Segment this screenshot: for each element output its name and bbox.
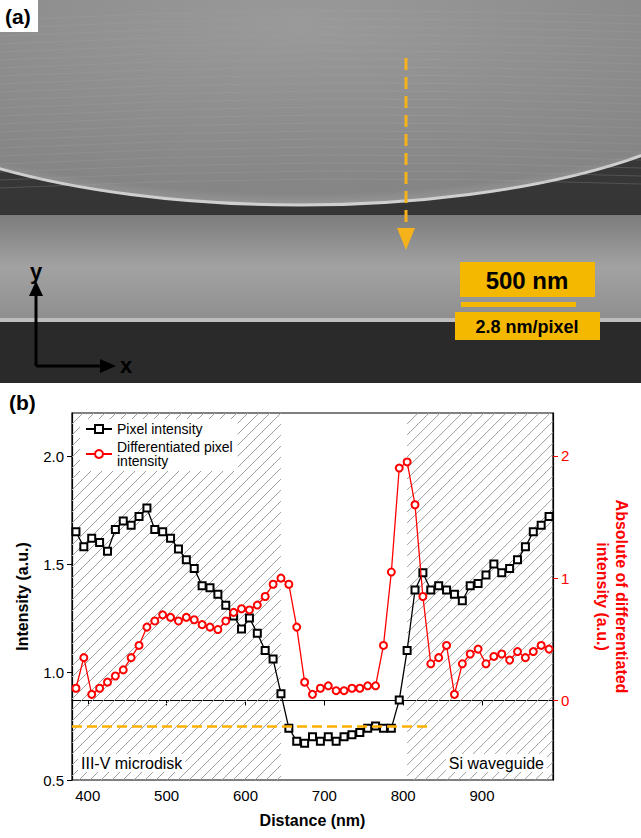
svg-text:(b): (b) <box>9 391 36 414</box>
svg-text:2.8 nm/pixel: 2.8 nm/pixel <box>475 317 578 337</box>
svg-text:(a): (a) <box>5 5 31 28</box>
svg-text:400: 400 <box>75 787 100 804</box>
svg-text:700: 700 <box>312 787 337 804</box>
svg-text:Intensity (a.u.): Intensity (a.u.) <box>14 542 31 650</box>
svg-text:500: 500 <box>154 787 179 804</box>
svg-text:x: x <box>120 353 133 378</box>
svg-text:intensity: intensity <box>117 453 168 469</box>
svg-text:900: 900 <box>470 787 495 804</box>
svg-text:600: 600 <box>233 787 258 804</box>
svg-text:intensity (a.u.): intensity (a.u.) <box>594 542 611 650</box>
svg-text:Distance (nm): Distance (nm) <box>260 812 366 829</box>
svg-text:1.5: 1.5 <box>43 556 64 573</box>
svg-text:1: 1 <box>561 570 569 587</box>
svg-text:2: 2 <box>561 447 569 464</box>
svg-text:Si waveguide: Si waveguide <box>449 755 544 772</box>
svg-text:2.0: 2.0 <box>43 448 64 465</box>
svg-text:0.5: 0.5 <box>43 772 64 789</box>
svg-text:1.0: 1.0 <box>43 664 64 681</box>
svg-text:Absolute of differentiated: Absolute of differentiated <box>613 500 630 694</box>
svg-text:800: 800 <box>391 787 416 804</box>
svg-text:Differentiated pixel: Differentiated pixel <box>117 439 233 455</box>
svg-text:III-V microdisk: III-V microdisk <box>81 755 183 772</box>
svg-text:500 nm: 500 nm <box>486 267 569 294</box>
svg-text:0: 0 <box>561 692 569 709</box>
svg-text:y: y <box>30 259 43 284</box>
svg-text:Pixel intensity: Pixel intensity <box>117 421 203 437</box>
